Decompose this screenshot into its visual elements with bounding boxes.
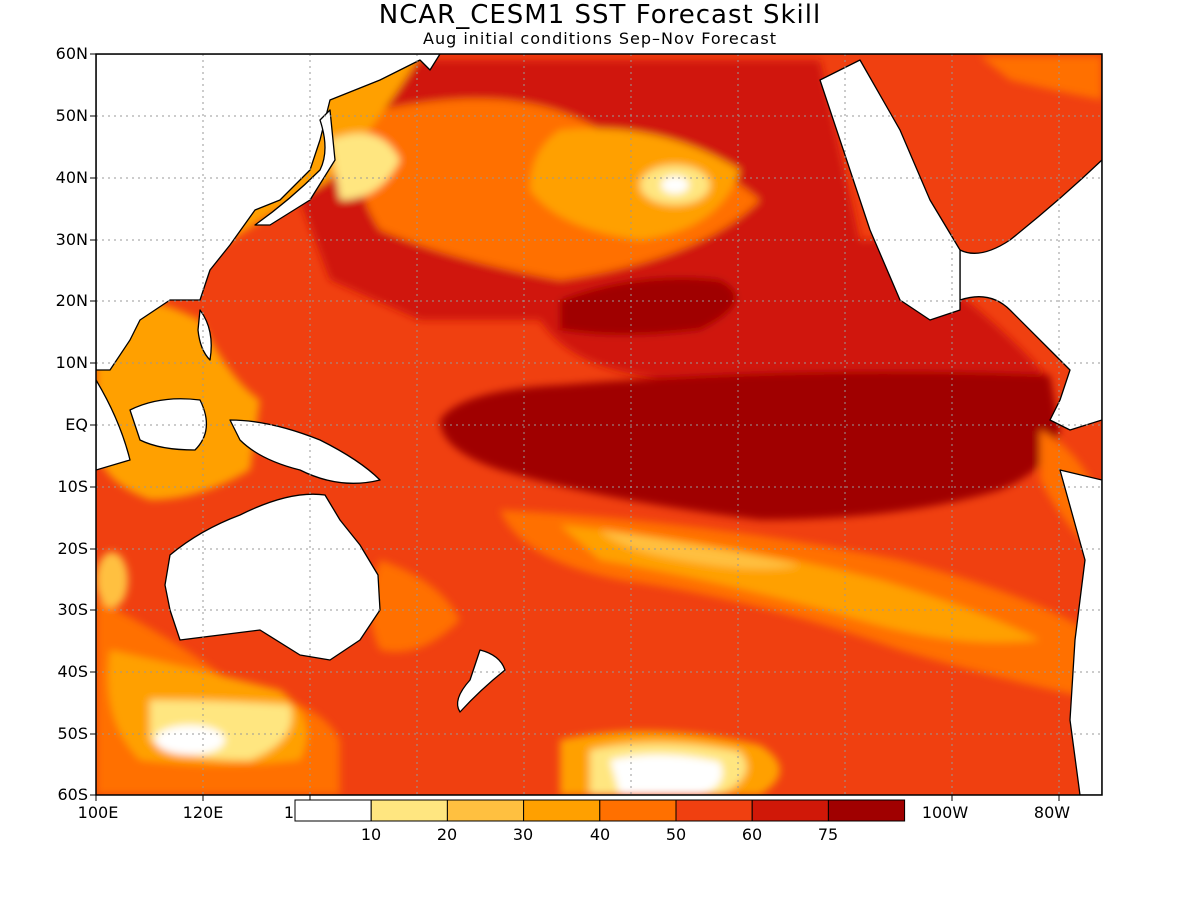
lat-label: 60S: [57, 785, 88, 804]
colorbar-swatch: [675, 799, 753, 822]
lat-label: 20S: [57, 539, 88, 558]
colorbar-tick-label: 10: [360, 825, 382, 844]
land-japan: [254, 109, 336, 226]
lon-label: 100E: [77, 803, 119, 822]
land-new-zealand: [456, 649, 506, 713]
axis-ticks: [90, 53, 1060, 801]
lat-label: 60N: [55, 44, 88, 63]
colorbar-swatch: [294, 799, 372, 822]
lat-label: 10N: [55, 353, 88, 372]
colorbar: [294, 799, 906, 822]
skill-field: [96, 54, 1102, 795]
skill-spot-indian: [155, 725, 225, 755]
colorbar-swatch: [370, 799, 448, 822]
lat-label: 30S: [57, 600, 88, 619]
colorbar-tick-label: 50: [665, 825, 687, 844]
skill-spot-japan: [330, 133, 400, 200]
colorbar-swatch: [446, 799, 525, 822]
lat-label: EQ: [65, 415, 88, 434]
colorbar-swatch: [523, 799, 601, 822]
colorbar-tick-label: 60: [741, 825, 763, 844]
land-na-west-coast: [819, 59, 961, 321]
map-title: NCAR_CESM1 SST Forecast Skill: [378, 0, 822, 30]
lat-label: 50N: [55, 106, 88, 125]
skill-spot-westaus: [96, 552, 128, 608]
colorbar-tick-label: 40: [589, 825, 611, 844]
skill-region-hawaii: [560, 277, 736, 335]
lon-label: 120E: [182, 803, 224, 822]
land-philippines: [197, 309, 212, 361]
lat-label: 30N: [55, 230, 88, 249]
coastlines: [96, 54, 1102, 795]
colorbar-tick-label: 75: [817, 825, 839, 844]
lat-label: 10S: [57, 477, 88, 496]
colorbar-tick-label: 20: [436, 825, 458, 844]
land-asia: [96, 54, 441, 371]
skill-region-south-core: [610, 754, 723, 795]
map-subtitle: Aug initial conditions Sep–Nov Forecast: [423, 29, 777, 48]
skill-region-npac-low: [530, 128, 740, 240]
lon-label: 100W: [921, 803, 969, 822]
lat-label: 50S: [57, 724, 88, 743]
lat-label: 20N: [55, 291, 88, 310]
skill-region-tasman: [370, 560, 460, 652]
lat-label: 40S: [57, 662, 88, 681]
colorbar-tick-label: 30: [512, 825, 534, 844]
skill-region-spac-lower: [600, 530, 800, 569]
lon-label: 1: [283, 803, 295, 822]
land-sumatra: [96, 379, 131, 471]
skill-spot-npac-core: [661, 176, 689, 194]
colorbar-swatch: [827, 799, 906, 822]
skill-region-natl: [980, 56, 1102, 100]
lon-label: 80W: [1033, 803, 1071, 822]
land-borneo: [129, 398, 207, 451]
land-south-america: [1059, 469, 1102, 795]
skill-region-equator: [440, 371, 1060, 520]
land-australia: [164, 493, 381, 661]
colorbar-swatch: [599, 799, 677, 822]
land-new-guinea: [229, 419, 381, 484]
lat-label: 40N: [55, 168, 88, 187]
colorbar-swatch: [751, 799, 829, 822]
